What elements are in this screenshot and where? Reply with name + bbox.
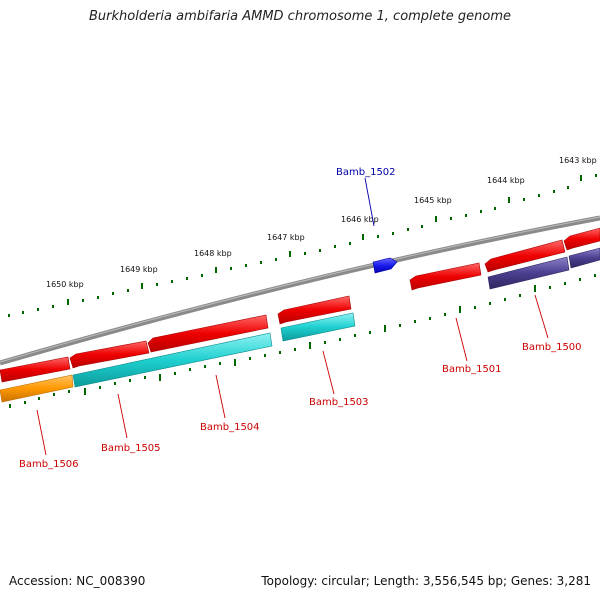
gene-arrow[interactable]: [69, 340, 150, 369]
gene-arrow[interactable]: [0, 374, 74, 403]
tick-label: 1645 kbp: [414, 196, 452, 205]
reverse-strand-genes: [0, 247, 600, 403]
gene-label-bamb-1504[interactable]: Bamb_1504: [200, 422, 260, 433]
leader-line: [455, 317, 468, 362]
leader-line: [36, 409, 47, 456]
chromosome-backbone-highlight: [0, 216, 600, 363]
gene-label-bamb-1502[interactable]: Bamb_1502: [336, 167, 396, 178]
leader-line: [117, 393, 128, 439]
genome-summary-text: Topology: circular; Length: 3,556,545 bp…: [261, 574, 591, 588]
gene-arrow[interactable]: [280, 312, 356, 342]
gene-arrow[interactable]: [487, 256, 570, 290]
gene-arrow[interactable]: [484, 239, 566, 273]
chromosome-backbone: [0, 215, 600, 366]
tick-label: 1649 kbp: [120, 265, 158, 274]
gene-arrow[interactable]: [147, 314, 269, 353]
lower-tick-ruler: [9, 274, 596, 408]
gene-arrow[interactable]: [409, 262, 482, 291]
gene-arrow[interactable]: [0, 356, 71, 383]
tick-label: 1648 kbp: [194, 249, 232, 258]
leader-line: [364, 177, 375, 227]
leader-line: [534, 294, 549, 339]
tick-label: 1644 kbp: [487, 176, 525, 185]
gene-label-bamb-1505[interactable]: Bamb_1505: [101, 443, 161, 454]
accession-text: Accession: NC_008390: [9, 574, 146, 588]
leader-line: [215, 374, 226, 419]
gene-label-bamb-1506[interactable]: Bamb_1506: [19, 459, 79, 470]
gene-label-bamb-1501[interactable]: Bamb_1501: [442, 364, 502, 375]
tick-label: 1643 kbp: [559, 156, 597, 165]
map-title: Burkholderia ambifaria AMMD chromosome 1…: [88, 9, 512, 24]
gene-label-bamb-1500[interactable]: Bamb_1500: [522, 342, 582, 353]
upper-tick-ruler: [8, 174, 597, 317]
gene-label-bamb-1503[interactable]: Bamb_1503: [309, 397, 369, 408]
tick-label: 1650 kbp: [46, 280, 84, 289]
tick-label: 1646 kbp: [341, 215, 379, 224]
gene-arrow[interactable]: [568, 247, 600, 269]
gene-arrow-bamb-1502[interactable]: [372, 257, 398, 274]
gene-arrow[interactable]: [72, 332, 273, 388]
tick-label: 1647 kbp: [267, 233, 305, 242]
gene-arrow[interactable]: [563, 227, 600, 251]
leader-line: [322, 350, 335, 395]
gene-arrow[interactable]: [277, 295, 352, 325]
forward-strand-genes: [0, 227, 600, 383]
